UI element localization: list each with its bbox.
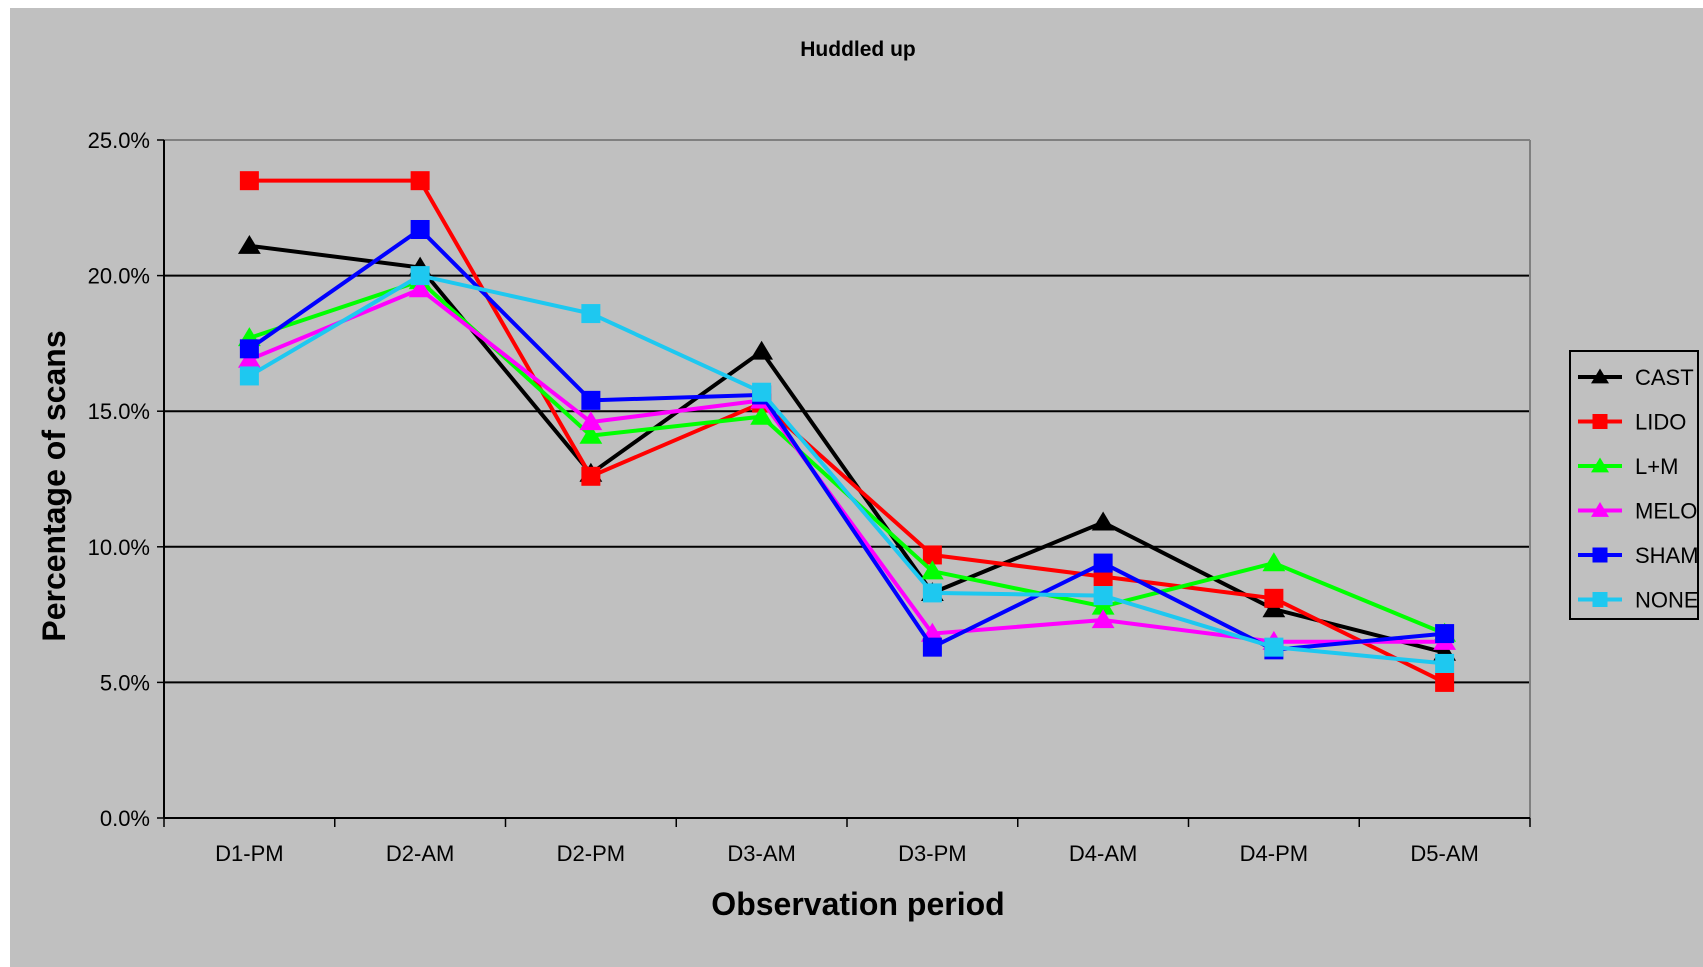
data-point-sham <box>1094 554 1113 573</box>
x-tick-label: D4-AM <box>1069 841 1137 866</box>
y-tick-label: 10.0% <box>88 535 150 560</box>
data-point-none <box>1264 638 1283 657</box>
data-point-none <box>923 583 942 602</box>
data-point-l-m <box>1262 552 1285 571</box>
data-point-sham <box>240 339 259 358</box>
legend-label-cast: CAST <box>1635 365 1694 390</box>
y-tick-label: 25.0% <box>88 128 150 153</box>
data-point-lido <box>581 467 600 486</box>
y-tick-label: 5.0% <box>100 670 150 695</box>
x-tick-label: D2-PM <box>557 841 625 866</box>
data-point-none <box>411 266 430 285</box>
x-tick-label: D4-PM <box>1240 841 1308 866</box>
data-point-cast <box>1092 512 1115 531</box>
y-tick-label: 15.0% <box>88 399 150 424</box>
line-chart: Huddled up Observation period Percentage… <box>10 8 1703 967</box>
legend-label-sham: SHAM <box>1635 543 1699 568</box>
legend-marker-none <box>1593 592 1608 607</box>
legend-label-lido: LIDO <box>1635 410 1686 435</box>
legend-label-melo: MELO <box>1635 499 1697 524</box>
data-point-none <box>581 304 600 323</box>
x-tick-label: D5-AM <box>1410 841 1478 866</box>
y-tick-label: 0.0% <box>100 806 150 831</box>
legend-label-l-m: L+M <box>1635 454 1678 479</box>
data-point-lido <box>1264 589 1283 608</box>
chart-area: Huddled up Observation period Percentage… <box>10 8 1703 967</box>
data-point-cast <box>750 341 773 360</box>
x-tick-label: D2-AM <box>386 841 454 866</box>
data-point-cast <box>238 235 261 254</box>
y-tick-label: 20.0% <box>88 264 150 289</box>
x-tick-label: D1-PM <box>215 841 283 866</box>
x-tick-label: D3-PM <box>898 841 966 866</box>
data-point-sham <box>411 220 430 239</box>
legend-marker-lido <box>1593 414 1608 429</box>
chart-title: Huddled up <box>800 38 915 61</box>
data-point-none <box>752 383 771 402</box>
data-point-none <box>240 366 259 385</box>
data-point-lido <box>411 171 430 190</box>
x-tick-label: D3-AM <box>727 841 795 866</box>
series-l-m <box>238 270 1456 642</box>
legend-box <box>1570 351 1698 619</box>
data-point-sham <box>1435 624 1454 643</box>
data-point-none <box>1094 586 1113 605</box>
x-axis-title: Observation period <box>711 886 1004 922</box>
legend-marker-sham <box>1593 548 1608 563</box>
y-axis-title: Percentage of scans <box>36 330 72 641</box>
data-point-sham <box>581 391 600 410</box>
data-point-sham <box>923 638 942 657</box>
data-point-none <box>1435 654 1454 673</box>
data-point-lido <box>240 171 259 190</box>
legend-label-none: NONE <box>1635 588 1699 613</box>
data-point-lido <box>1435 673 1454 692</box>
series-line-l-m <box>249 281 1444 634</box>
